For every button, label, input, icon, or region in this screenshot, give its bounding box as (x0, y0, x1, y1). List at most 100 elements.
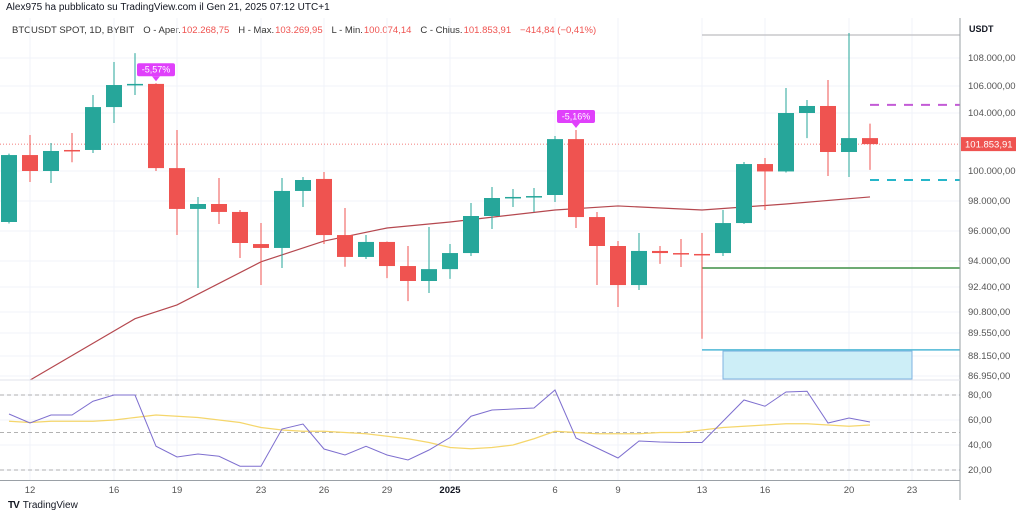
candle-up (1, 155, 17, 222)
time-tick-label: 23 (907, 485, 918, 496)
brand-label: TradingView (22, 500, 78, 511)
candle-down (211, 204, 227, 212)
candle-up (442, 253, 458, 270)
candle-up (631, 250, 647, 286)
price-tick-label: 88.150,00 (968, 351, 1010, 362)
time-tick-label: 16 (109, 485, 120, 496)
price-tick-label: 100.000,00 (968, 166, 1016, 177)
candle-up (358, 241, 374, 257)
rsi-tick-label: 40,00 (968, 440, 992, 451)
candle-down (757, 164, 773, 172)
price-tick-label: 96.000,00 (968, 226, 1010, 237)
currency-label: USDT (969, 24, 994, 34)
price-tick-label: 108.000,00 (968, 53, 1016, 64)
moving-average (29, 196, 871, 381)
low-value: 100.074,14 (363, 25, 412, 36)
price-tick-label: 92.400,00 (968, 282, 1010, 293)
drawings (0, 34, 960, 380)
price-tick-label: 86.950,00 (968, 371, 1010, 382)
price-tick-label: 106.000,00 (968, 81, 1016, 92)
candle-up (274, 190, 290, 248)
price-tick-label: 104.000,00 (968, 108, 1016, 119)
time-tick-label: 19 (172, 485, 183, 496)
candle-down (316, 178, 332, 236)
time-tick-label: 13 (697, 485, 708, 496)
candle-down (652, 250, 668, 254)
close-value: 101.853,91 (463, 25, 512, 36)
candle-down (673, 253, 689, 255)
tradingview-logo[interactable]: TV TradingView (8, 500, 78, 511)
candle-down (337, 235, 353, 257)
rsi-pane (0, 389, 960, 471)
grid (0, 18, 960, 480)
price-tick-label: 94.000,00 (968, 256, 1010, 267)
candle-up (43, 150, 59, 171)
change-badge-label: -5,57% (142, 65, 171, 75)
time-tick-label: 6 (552, 485, 557, 496)
candle-up (799, 105, 815, 113)
change-value: −414,84 (−0,41%) (520, 25, 597, 36)
rsi-tick-label: 20,00 (968, 465, 992, 476)
candle-up (295, 180, 311, 191)
change-badge-label: -5,16% (562, 111, 591, 121)
candle-down (148, 83, 164, 169)
candle-up (505, 196, 521, 199)
time-tick-label: 20 (844, 485, 855, 496)
rsi-line (8, 389, 871, 467)
ohlc-legend: BTCUSDT SPOT, 1D, BYBIT O - Aper.102.268… (12, 25, 597, 36)
candle-down (568, 139, 584, 218)
time-tick-label: 26 (319, 485, 330, 496)
candle-down (610, 246, 626, 286)
price-tick-label: 98.000,00 (968, 196, 1010, 207)
candle-up (715, 223, 731, 254)
rsi-tick-label: 80,00 (968, 390, 992, 401)
price-tick-label: 90.800,00 (968, 307, 1010, 318)
rsi-tick-label: 60,00 (968, 415, 992, 426)
candle-up (547, 139, 563, 195)
change-badge (137, 63, 175, 77)
open-value: 102.268,75 (181, 25, 230, 36)
high-label: H - Max. (238, 25, 275, 36)
change-badge (557, 109, 595, 123)
candle-up (484, 198, 500, 216)
candles (1, 32, 878, 339)
candle-down (64, 149, 80, 152)
candle-up (841, 138, 857, 153)
candle-up (190, 204, 206, 209)
change-badge-pointer (152, 76, 160, 82)
candle-down (232, 211, 248, 243)
low-label: L - Min. (331, 25, 363, 36)
candle-down (253, 244, 269, 248)
symbol-label[interactable]: BTCUSDT SPOT, 1D, BYBIT (12, 25, 135, 36)
ma-line (29, 196, 871, 381)
candle-up (778, 113, 794, 172)
price-tick-label: 89.550,00 (968, 328, 1010, 339)
candle-up (736, 164, 752, 224)
candle-up (85, 107, 101, 150)
tradingview-logo-icon: TV (8, 500, 20, 511)
candle-up (463, 216, 479, 254)
current-price-label: 101.853,91 (965, 140, 1013, 151)
candle-down (862, 138, 878, 145)
time-tick-label: 29 (382, 485, 393, 496)
high-value: 103.269,95 (275, 25, 323, 36)
candle-up (127, 83, 143, 86)
candle-up (526, 196, 542, 198)
rectangle-drawing (722, 350, 913, 380)
time-tick-label: 9 (615, 485, 620, 496)
time-tick-label: 12 (25, 485, 36, 496)
rsi-ma-line (8, 414, 871, 450)
close-label: C - Chius. (420, 25, 463, 36)
axes: USDT 108.000,00 106.000,00 104.000,00 100.0… (0, 18, 1016, 500)
candle-down (589, 217, 605, 246)
candle-up (421, 269, 437, 281)
candle-down (694, 253, 710, 256)
time-tick-label: 2025 (439, 485, 461, 496)
candle-down (169, 168, 185, 209)
publisher-line: Alex975 ha pubblicato su TradingView.com… (6, 2, 330, 13)
candle-down (22, 155, 38, 171)
badges: -5,57% -5,16% (137, 63, 595, 128)
current-price-badge (961, 137, 1016, 152)
change-badge-pointer (572, 122, 580, 128)
